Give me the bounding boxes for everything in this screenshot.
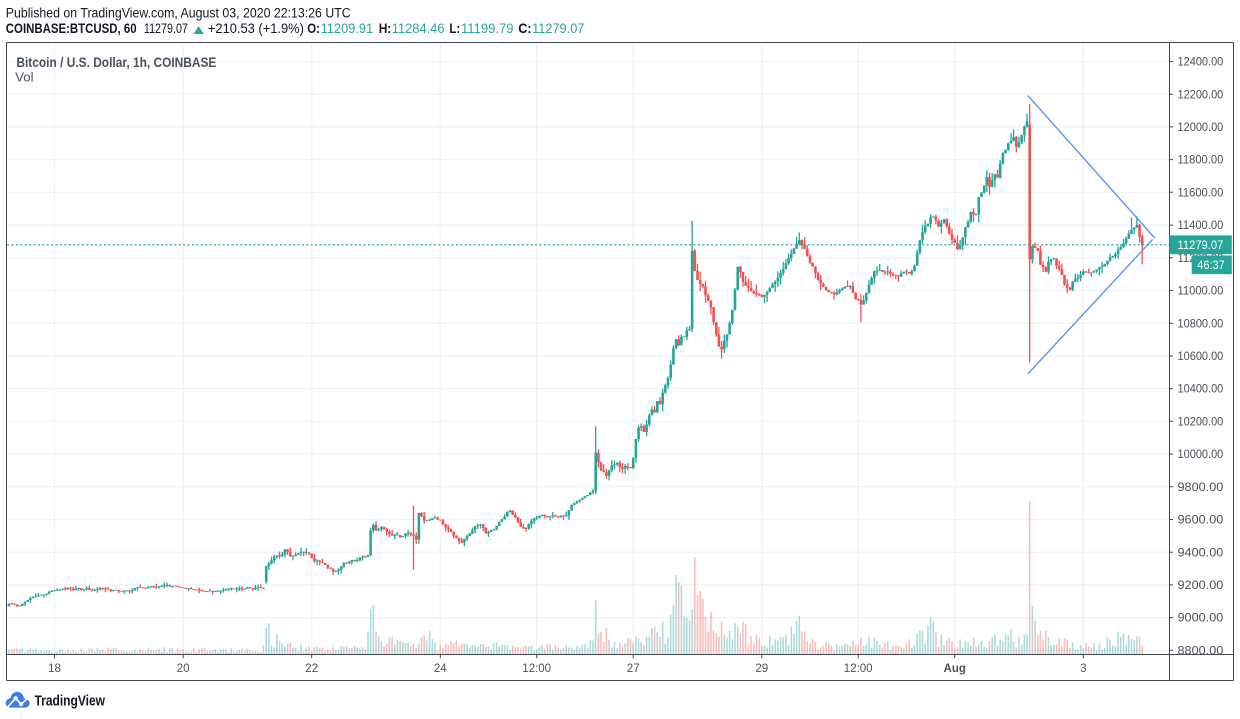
svg-text:10200.00: 10200.00 xyxy=(1178,414,1224,428)
svg-text:11279.07: 11279.07 xyxy=(532,21,584,36)
svg-text:11284.46: 11284.46 xyxy=(392,21,445,36)
svg-text:O:: O: xyxy=(307,21,320,36)
svg-text:L:: L: xyxy=(449,21,460,36)
svg-text:11000.00: 11000.00 xyxy=(1178,284,1224,298)
svg-text:11279.07: 11279.07 xyxy=(1178,238,1224,252)
svg-text:9800.00: 9800.00 xyxy=(1178,480,1224,494)
svg-text:H:: H: xyxy=(379,21,392,36)
svg-text:TradingView: TradingView xyxy=(35,693,106,709)
svg-text:Vol: Vol xyxy=(15,70,34,85)
svg-text:12400.00: 12400.00 xyxy=(1178,55,1224,69)
svg-text:9600.00: 9600.00 xyxy=(1178,513,1224,527)
svg-text:20: 20 xyxy=(177,663,190,675)
svg-text:12200.00: 12200.00 xyxy=(1178,87,1224,101)
svg-text:18: 18 xyxy=(48,663,61,675)
svg-text:12:00: 12:00 xyxy=(844,663,873,675)
svg-text:10400.00: 10400.00 xyxy=(1178,382,1224,396)
svg-text:10800.00: 10800.00 xyxy=(1178,316,1224,330)
svg-text:46:37: 46:37 xyxy=(1197,258,1225,272)
svg-text:27: 27 xyxy=(627,663,640,675)
svg-text:11209.91: 11209.91 xyxy=(321,21,374,36)
svg-text:COINBASE:BTCUSD, 60: COINBASE:BTCUSD, 60 xyxy=(6,21,137,36)
svg-text:9400.00: 9400.00 xyxy=(1178,545,1224,559)
svg-text:22: 22 xyxy=(305,663,318,675)
svg-text:8800.00: 8800.00 xyxy=(1178,643,1224,657)
svg-text:9000.00: 9000.00 xyxy=(1178,611,1224,625)
svg-text:+210.53 (+1.9%): +210.53 (+1.9%) xyxy=(208,21,304,36)
svg-text:10000.00: 10000.00 xyxy=(1178,447,1224,461)
svg-text:3: 3 xyxy=(1080,663,1086,675)
svg-text:Published on TradingView.com,: Published on TradingView.com, August 03,… xyxy=(6,5,351,20)
svg-text:10600.00: 10600.00 xyxy=(1178,349,1224,363)
svg-text:Bitcoin / U.S. Dollar, 1h, COI: Bitcoin / U.S. Dollar, 1h, COINBASE xyxy=(16,55,216,70)
svg-text:11400.00: 11400.00 xyxy=(1178,218,1224,232)
svg-text:11199.79: 11199.79 xyxy=(461,21,514,36)
svg-text:11600.00: 11600.00 xyxy=(1178,185,1224,199)
svg-text:C:: C: xyxy=(518,21,531,36)
svg-text:12:00: 12:00 xyxy=(522,663,551,675)
svg-text:11800.00: 11800.00 xyxy=(1178,153,1224,167)
svg-text:24: 24 xyxy=(434,663,447,675)
svg-text:12000.00: 12000.00 xyxy=(1178,120,1224,134)
svg-text:Aug: Aug xyxy=(944,663,966,675)
svg-text:9200.00: 9200.00 xyxy=(1178,578,1224,592)
svg-text:29: 29 xyxy=(755,663,768,675)
svg-text:11279.07: 11279.07 xyxy=(144,21,188,36)
